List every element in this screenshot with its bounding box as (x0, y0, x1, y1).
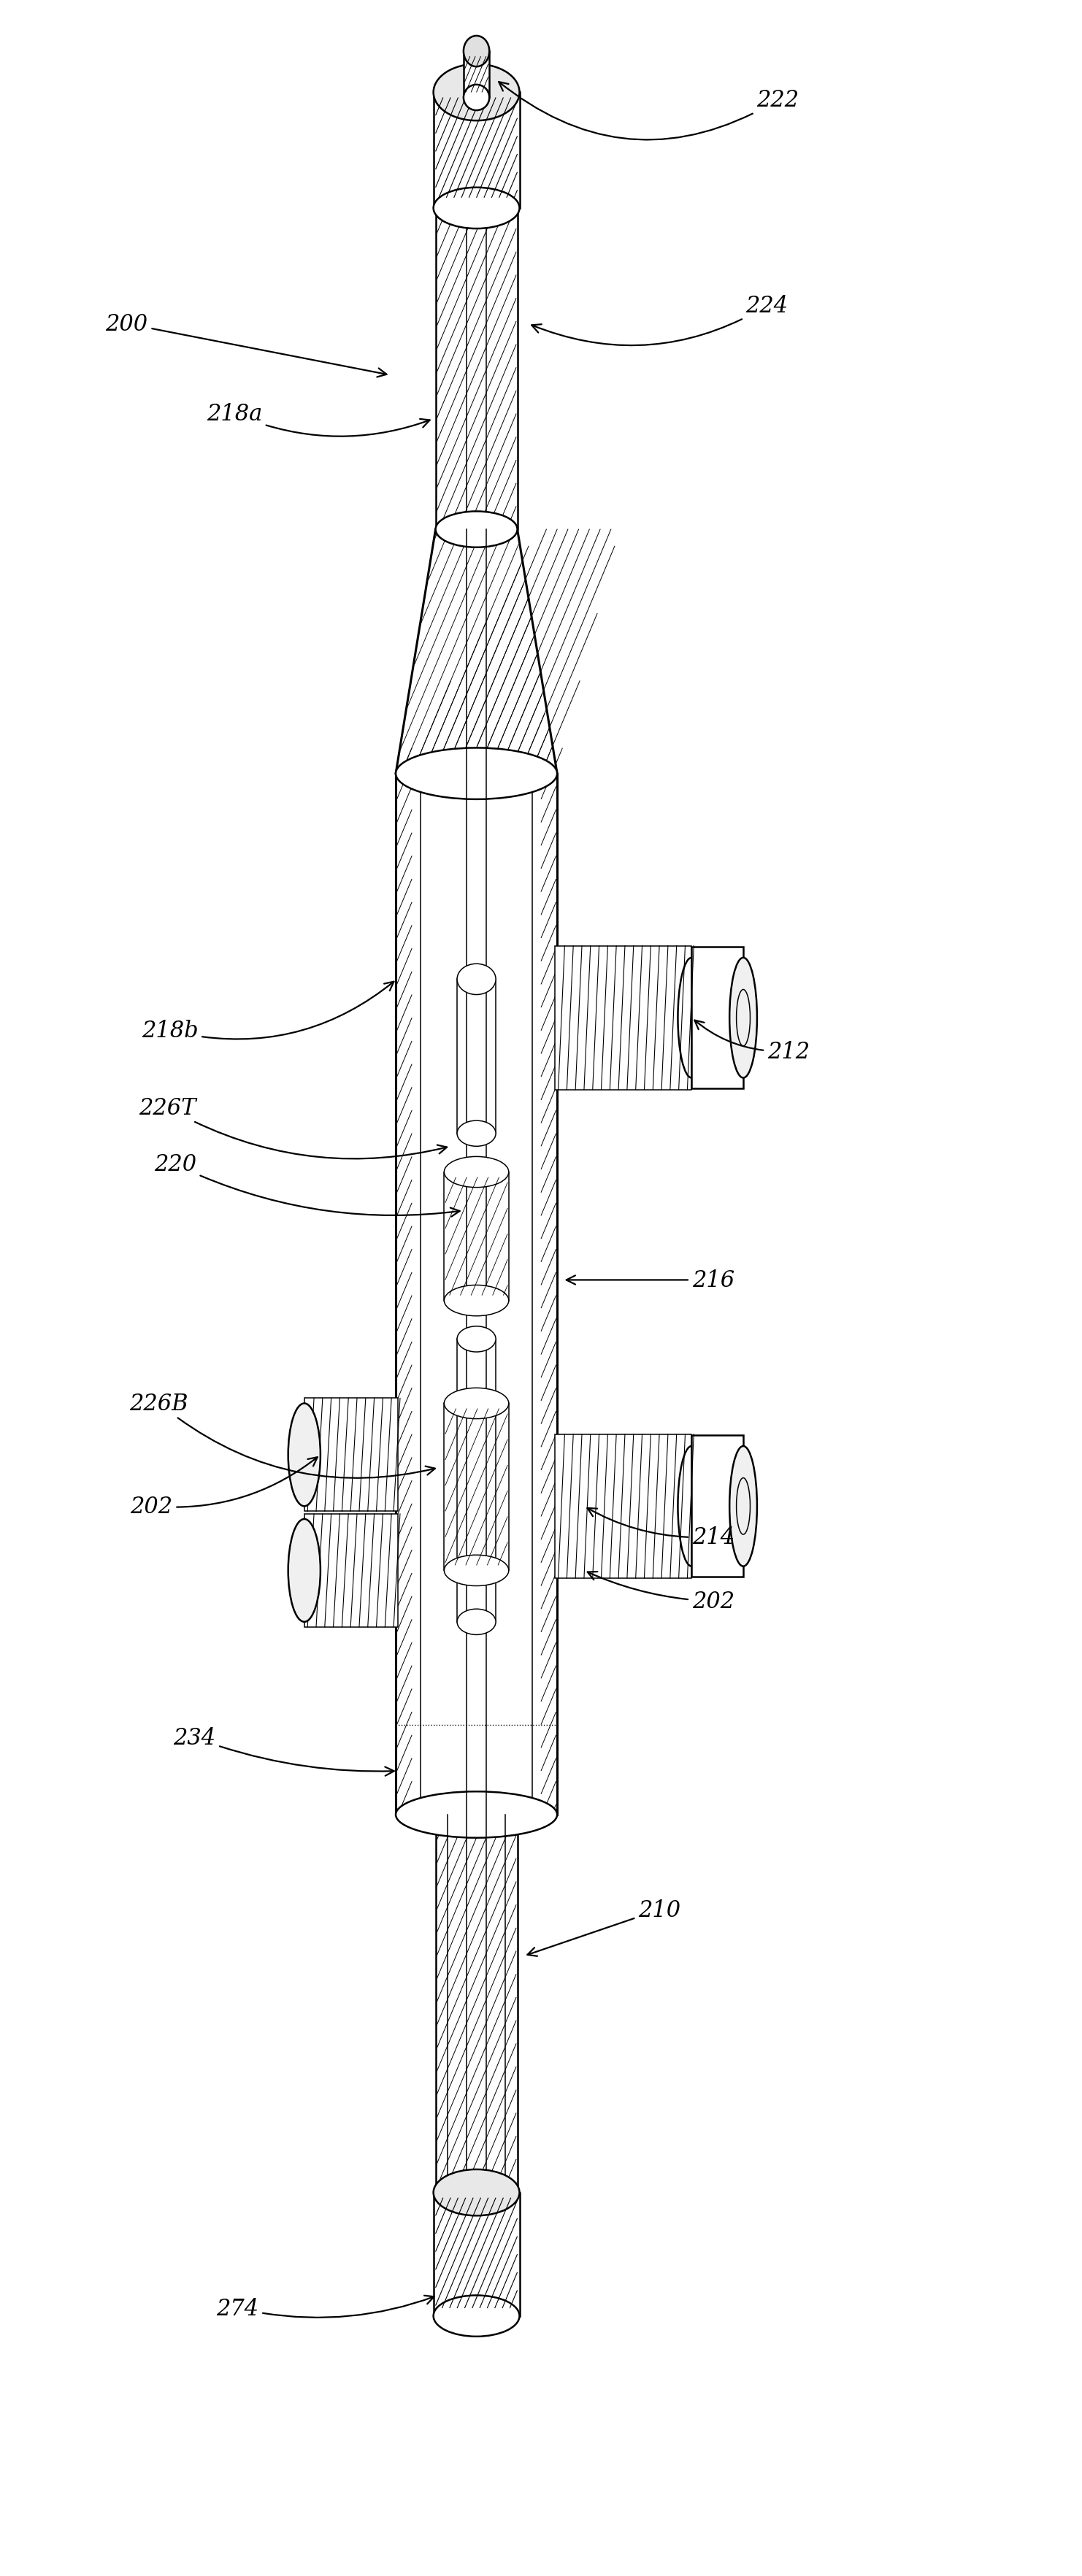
Ellipse shape (436, 513, 517, 549)
Bar (304, 1515, 398, 1628)
Text: 202: 202 (588, 1571, 735, 1613)
Bar (691, 948, 743, 1090)
Text: 210: 210 (527, 1899, 681, 1955)
Ellipse shape (396, 1793, 557, 1837)
Bar (434, 93, 519, 209)
Text: 216: 216 (566, 1270, 735, 1291)
Ellipse shape (288, 1520, 320, 1623)
Text: 212: 212 (695, 1020, 809, 1064)
Text: 218b: 218b (142, 981, 394, 1043)
Text: 218a: 218a (207, 402, 430, 438)
Ellipse shape (457, 1121, 496, 1146)
Ellipse shape (445, 1556, 509, 1587)
Ellipse shape (434, 2169, 519, 2215)
Text: 226B: 226B (130, 1394, 435, 1479)
Bar (434, 2192, 519, 2316)
Ellipse shape (434, 2295, 519, 2336)
Text: 224: 224 (531, 296, 788, 345)
Bar (304, 1399, 398, 1512)
Text: 222: 222 (499, 82, 799, 142)
Text: 202: 202 (130, 1458, 317, 1517)
Ellipse shape (729, 958, 757, 1079)
Ellipse shape (457, 963, 496, 994)
Ellipse shape (463, 85, 489, 111)
Ellipse shape (729, 1445, 757, 1566)
Text: 220: 220 (154, 1154, 460, 1216)
Ellipse shape (445, 1285, 509, 1316)
Ellipse shape (445, 1157, 509, 1188)
Text: 214: 214 (588, 1510, 735, 1548)
Ellipse shape (457, 1610, 496, 1636)
Bar (555, 945, 691, 1090)
Ellipse shape (457, 1327, 496, 1352)
Ellipse shape (445, 1388, 509, 1419)
Text: 226T: 226T (138, 1097, 447, 1159)
Text: 200: 200 (106, 312, 386, 379)
Text: 274: 274 (216, 2295, 434, 2318)
Bar (691, 1435, 743, 1577)
Ellipse shape (396, 747, 557, 799)
Ellipse shape (463, 36, 489, 67)
Text: 234: 234 (173, 1726, 394, 1775)
Ellipse shape (288, 1404, 320, 1507)
Ellipse shape (434, 64, 519, 121)
Bar (463, 52, 489, 98)
Bar (555, 1435, 691, 1579)
Ellipse shape (434, 188, 519, 229)
